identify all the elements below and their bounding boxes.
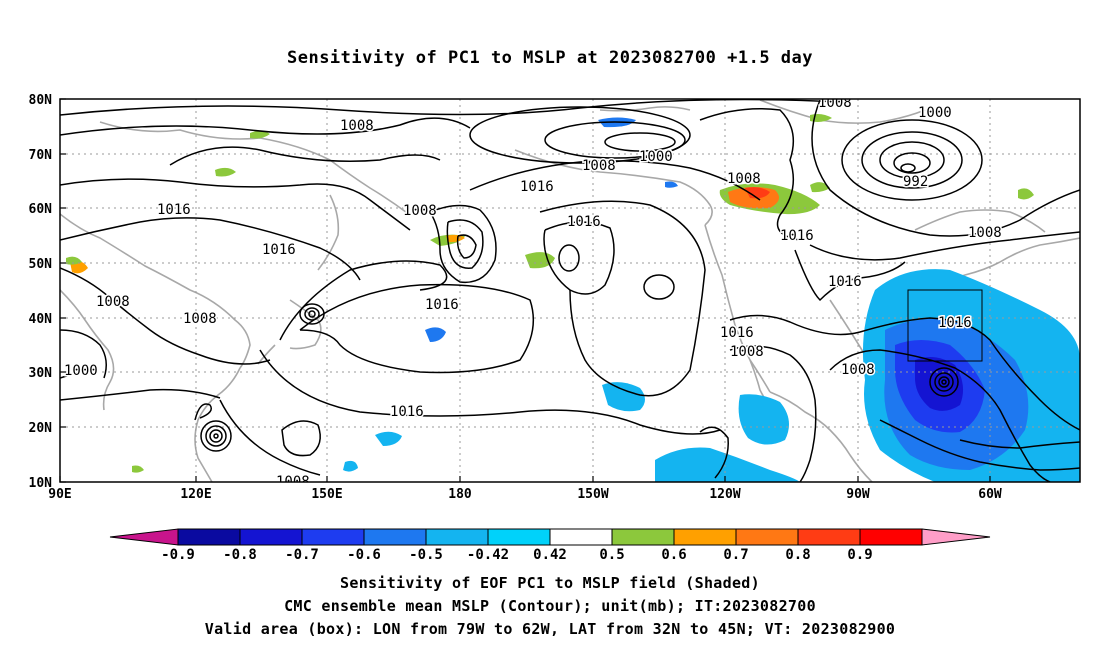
contour-label: 1008 (96, 294, 130, 310)
footer-line-2: CMC ensemble mean MSLP (Contour); unit(m… (284, 597, 816, 615)
contour-label: 1008 (818, 95, 852, 111)
lon-label: 120W (709, 487, 740, 502)
colorbar-box (859, 528, 923, 546)
footer-line-3: Valid area (box): LON from 79W to 62W, L… (204, 620, 896, 638)
colorbar-tick-label: 0.8 (785, 547, 810, 563)
contour-label: 1016 (567, 214, 601, 230)
lat-label: 40N (29, 312, 53, 327)
colorbar-tick-label: -0.42 (467, 547, 509, 563)
colorbar-tick-label: 0.6 (661, 547, 686, 563)
contour-label: 1016 (390, 404, 424, 420)
contour-label: 1008 (403, 203, 437, 219)
lon-labels: 90E 120E 150E 180 150W 120W 90W 60W (48, 487, 1002, 502)
colorbar-tick-label: -0.5 (409, 547, 443, 563)
lon-label: 60W (978, 487, 1002, 502)
contour-label: 1016 (157, 202, 191, 218)
lat-label: 30N (29, 366, 53, 381)
colorbar-box (177, 528, 241, 546)
lon-label: 180 (448, 487, 472, 502)
footer-line-1: Sensitivity of EOF PC1 to MSLP field (Sh… (340, 574, 760, 592)
colorbar-box (549, 528, 613, 546)
lat-label: 20N (29, 421, 53, 436)
lon-label: 120E (180, 487, 211, 502)
lat-label: 50N (29, 257, 53, 272)
axis-ticks (59, 98, 991, 483)
plot-frame (59, 98, 1081, 483)
lat-label: 80N (29, 93, 53, 108)
contour-label: 1008 (340, 118, 374, 134)
colorbar-tick-label: -0.6 (347, 547, 381, 563)
colorbar-box (735, 528, 799, 546)
colorbar-box (673, 528, 737, 546)
colorbar-upper-extend (921, 528, 991, 546)
contour-label: 1008 (582, 158, 616, 174)
colorbar-box (425, 528, 489, 546)
contour-label: 1016 (720, 325, 754, 341)
colorbar-tick-label: 0.42 (533, 547, 567, 563)
contour-label: 1008 (727, 171, 761, 187)
contour-labels: 1008 1008 1000 992 1000 1008 1016 1008 1… (63, 95, 1004, 490)
contour-label: 992 (903, 174, 928, 190)
lat-labels: 80N 70N 60N 50N 40N 30N 20N 10N (29, 93, 53, 491)
contour-label: 1016 (938, 315, 972, 331)
contour-label: 1008 (730, 344, 764, 360)
colorbar-tick-label: 0.7 (723, 547, 748, 563)
colorbar-lower-extend (109, 528, 179, 546)
colorbar-tick-label: -0.7 (285, 547, 319, 563)
contour-label: 1008 (276, 474, 310, 490)
colorbar-box (301, 528, 365, 546)
lon-label: 150E (311, 487, 342, 502)
lat-label: 60N (29, 202, 53, 217)
contour-label: 1000 (639, 149, 673, 165)
lon-label: 150W (577, 487, 608, 502)
contour-label: 1016 (262, 242, 296, 258)
colorbar-box (487, 528, 551, 546)
contour-label: 1016 (520, 179, 554, 195)
contour-label: 1008 (183, 311, 217, 327)
lon-label: 90E (48, 487, 71, 502)
colorbar-box (363, 528, 427, 546)
colorbar-tick-label: 0.5 (599, 547, 624, 563)
contour-label: 1000 (918, 105, 952, 121)
colorbar-tick-label: -0.9 (161, 547, 195, 563)
lat-label: 10N (29, 476, 53, 491)
chart-title: Sensitivity of PC1 to MSLP at 2023082700… (286, 48, 813, 68)
colorbar-tick-label: 0.9 (847, 547, 872, 563)
contour-label: 1008 (841, 362, 875, 378)
colorbar: -0.9 -0.8 -0.7 -0.6 -0.5 -0.42 0.42 0.5 0.6 0.7 0.… (109, 528, 991, 563)
colorbar-box (797, 528, 861, 546)
contour-label: 1008 (968, 225, 1002, 241)
contour-label: 1016 (780, 228, 814, 244)
contour-label: 1016 (828, 274, 862, 290)
colorbar-tick-label: -0.8 (223, 547, 257, 563)
contour-label: 1000 (64, 363, 98, 379)
valid-area-box (907, 289, 983, 362)
sensitivity-shading (66, 114, 1080, 482)
lat-label: 70N (29, 148, 53, 163)
colorbar-box (239, 528, 303, 546)
colorbar-box (611, 528, 675, 546)
lon-label: 90W (846, 487, 870, 502)
contour-label: 1016 (425, 297, 459, 313)
isobars (60, 99, 1080, 482)
